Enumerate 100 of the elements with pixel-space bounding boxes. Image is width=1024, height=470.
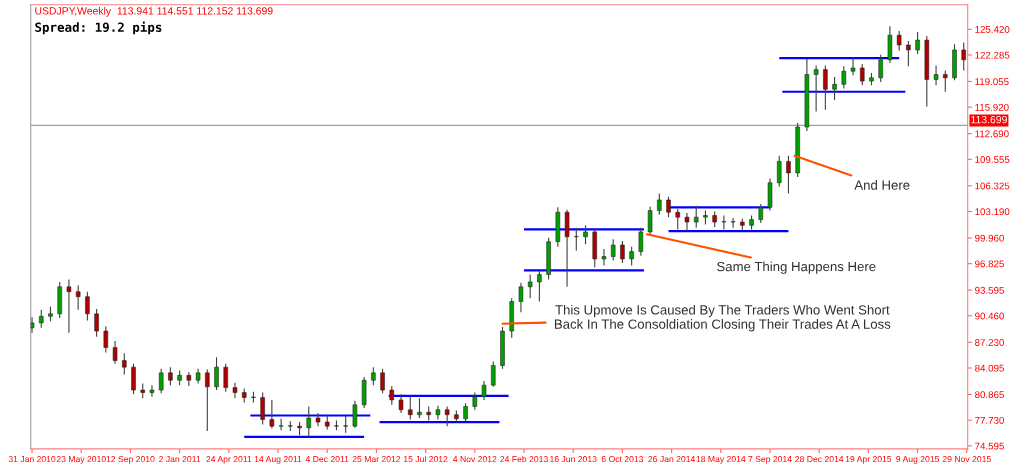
candlestick [122,352,127,376]
y-tick-label: 87.230 [975,339,1004,346]
candlestick [850,56,856,76]
candlestick [721,214,727,230]
y-tick-label: 109.555 [975,156,1010,163]
candlestick [232,382,238,399]
candlestick [343,414,348,434]
y-tick-label: 125.420 [975,26,1010,33]
candlestick [491,360,496,388]
y-tick-label: 115.920 [975,103,1009,111]
candlestick [149,384,155,398]
candlestick [435,405,441,421]
candlestick [610,238,616,262]
candlestick [94,308,99,338]
candlestick [371,366,376,386]
y-tick-label: 119.055 [975,78,1009,86]
x-tick-label: 24 Apr 2011 [206,456,252,464]
y-tick-label: 122.285 [975,51,1010,59]
candlestick [352,400,358,429]
x-tick-label: 4 Dec 2011 [305,456,349,463]
candlestick [693,205,699,229]
candlestick [896,30,902,52]
candlestick [933,64,939,86]
candlestick [85,291,90,321]
y-tick-label: 77.730 [975,416,1004,424]
candlestick [481,380,487,401]
x-tick-label: 12 Sep 2010 [106,456,155,464]
y-tick-label: 103.190 [975,208,1010,216]
candlestick [832,76,837,101]
candlestick [168,366,173,386]
candlestick [223,363,229,393]
x-tick-label: 4 Nov 2012 [453,456,497,463]
candlestick [158,368,164,394]
candlestick [260,391,265,426]
candlestick [675,208,681,230]
annotation: And Here [854,180,910,190]
candlestick [961,42,966,71]
candlestick [463,402,468,422]
candlestick [666,196,671,218]
candlestick [131,363,136,395]
y-tick-label: 90.460 [975,312,1004,320]
candlestick [380,368,385,394]
candlestick [823,64,828,111]
candlestick [647,205,653,237]
y-tick-label: 74.595 [975,442,1004,450]
candlestick [398,393,404,414]
x-tick-label: 6 Oct 2013 [601,456,644,463]
candlestick [629,246,634,267]
candlestick [112,340,118,365]
candlestick [444,405,450,427]
candlestick [906,40,911,67]
candlestick [730,217,736,229]
candlestick [860,63,865,86]
x-tick-label: 24 Feb 2013 [500,455,548,463]
candlestick [103,325,109,353]
x-tick-label: 14 Aug 2011 [254,456,302,464]
candlestick [776,155,782,188]
candlestick [407,396,413,421]
text: Spread: 19.2 pips [35,21,162,35]
x-tick-label: 16 Jun 2013 [550,456,597,463]
y-tick-label: 80.865 [975,391,1004,399]
y-tick-label: 112.690 [975,130,1009,138]
candlestick [527,273,533,299]
ref-line-label: 113.699 [971,115,1007,124]
candlestick [269,399,275,430]
annotation: Same Thing Happens Here [717,261,876,274]
candlestick [537,269,542,303]
candlestick [878,54,883,83]
x-tick-label: 7 Sep 2014 [748,456,792,464]
candlestick [684,212,690,232]
x-tick-label: 23 May 2010 [56,456,106,464]
candlestick [758,203,764,224]
candlestick [574,227,579,252]
candlestick [601,248,607,267]
candlestick [841,65,847,90]
x-tick-label: 28 Dec 2014 [795,456,844,463]
candlestick [583,224,588,245]
x-tick-label: 19 Apr 2015 [845,456,892,464]
annotation: This Upmove Is Caused By The Traders Who Went Short Back In The Consoldiation Closing Their Trades At A Loss [554,304,891,332]
candlestick [214,356,219,391]
x-tick-label: 29 Nov 2015 [942,456,991,463]
y-tick-label: 93.595 [975,286,1004,294]
candlestick [638,227,644,257]
x-tick-label: 25 Mar 2012 [352,456,401,463]
candlestick [915,31,920,55]
x-tick-label: 9 Aug 2015 [896,456,940,464]
x-tick-label: 2 Jan 2011 [159,456,201,463]
candlestick [417,397,422,419]
candlestick [518,282,524,313]
x-tick-label: 15 Jul 2012 [404,455,448,463]
y-tick-label: 99.960 [975,234,1004,242]
candlestick [306,405,312,439]
y-tick-label: 84.095 [975,364,1004,372]
candlestick [75,284,81,311]
x-tick-label: 31 Jan 2010 [8,456,56,463]
candlestick [620,240,625,264]
y-tick-label: 106.325 [975,182,1010,190]
candlestick [389,385,395,406]
candlestick [278,418,284,431]
y-tick-label: 96.825 [975,260,1004,268]
